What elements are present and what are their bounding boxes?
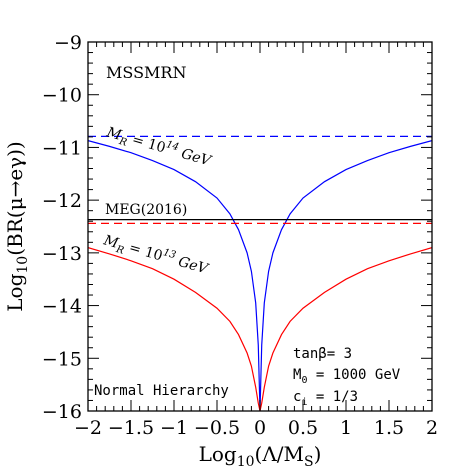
- y-tick-label: −15: [42, 348, 82, 370]
- x-tick-label: −0.5: [194, 417, 240, 439]
- y-tick-label: −10: [42, 85, 82, 107]
- param-m0: M0 = 1000 GeV: [293, 367, 401, 386]
- x-tick-label: 1.5: [374, 417, 404, 439]
- mr13-label: MR = 1013 GeV: [100, 230, 212, 281]
- y-tick-label: −14: [42, 296, 82, 318]
- chart-curves: [88, 135, 432, 411]
- plot-frame: [87, 41, 433, 412]
- series-line-2: [88, 247, 432, 411]
- y-tick-label: −11: [42, 137, 82, 159]
- x-tick-label: −1.5: [108, 417, 154, 439]
- x-tick-label: 0: [254, 417, 266, 439]
- y-tick-label: −12: [42, 190, 82, 212]
- param-ci: ci = 1/3: [293, 389, 358, 408]
- y-tick-label: −16: [42, 401, 82, 423]
- x-tick-label: −1: [160, 417, 188, 439]
- meg-label: MEG(2016): [105, 202, 187, 218]
- y-tick-label: −9: [54, 32, 82, 54]
- param-tanbeta: tanβ= 3: [293, 346, 352, 362]
- model-label: MSSMRN: [106, 63, 186, 82]
- series-line-0: [88, 140, 432, 411]
- x-axis-title: Log10(Λ/MS): [199, 442, 322, 469]
- y-tick-label: −13: [42, 243, 82, 265]
- x-tick-label: 2: [426, 417, 438, 439]
- chart-ticks: [87, 41, 433, 412]
- hierarchy-label: Normal Hierarchy: [94, 383, 229, 399]
- mr14-label: MR = 1014 GeV: [103, 122, 215, 173]
- x-tick-label: −2: [74, 417, 102, 439]
- tick-labels: −2 −1.5 −1 −0.5 0 0.5 1 1.5 2 −16 −15 −14 −13 −12 −11 −…: [42, 32, 438, 439]
- y-axis-title: Log10(BR(μ→eγ)): [3, 141, 31, 311]
- x-tick-label: 0.5: [288, 417, 318, 439]
- x-tick-label: 1: [340, 417, 352, 439]
